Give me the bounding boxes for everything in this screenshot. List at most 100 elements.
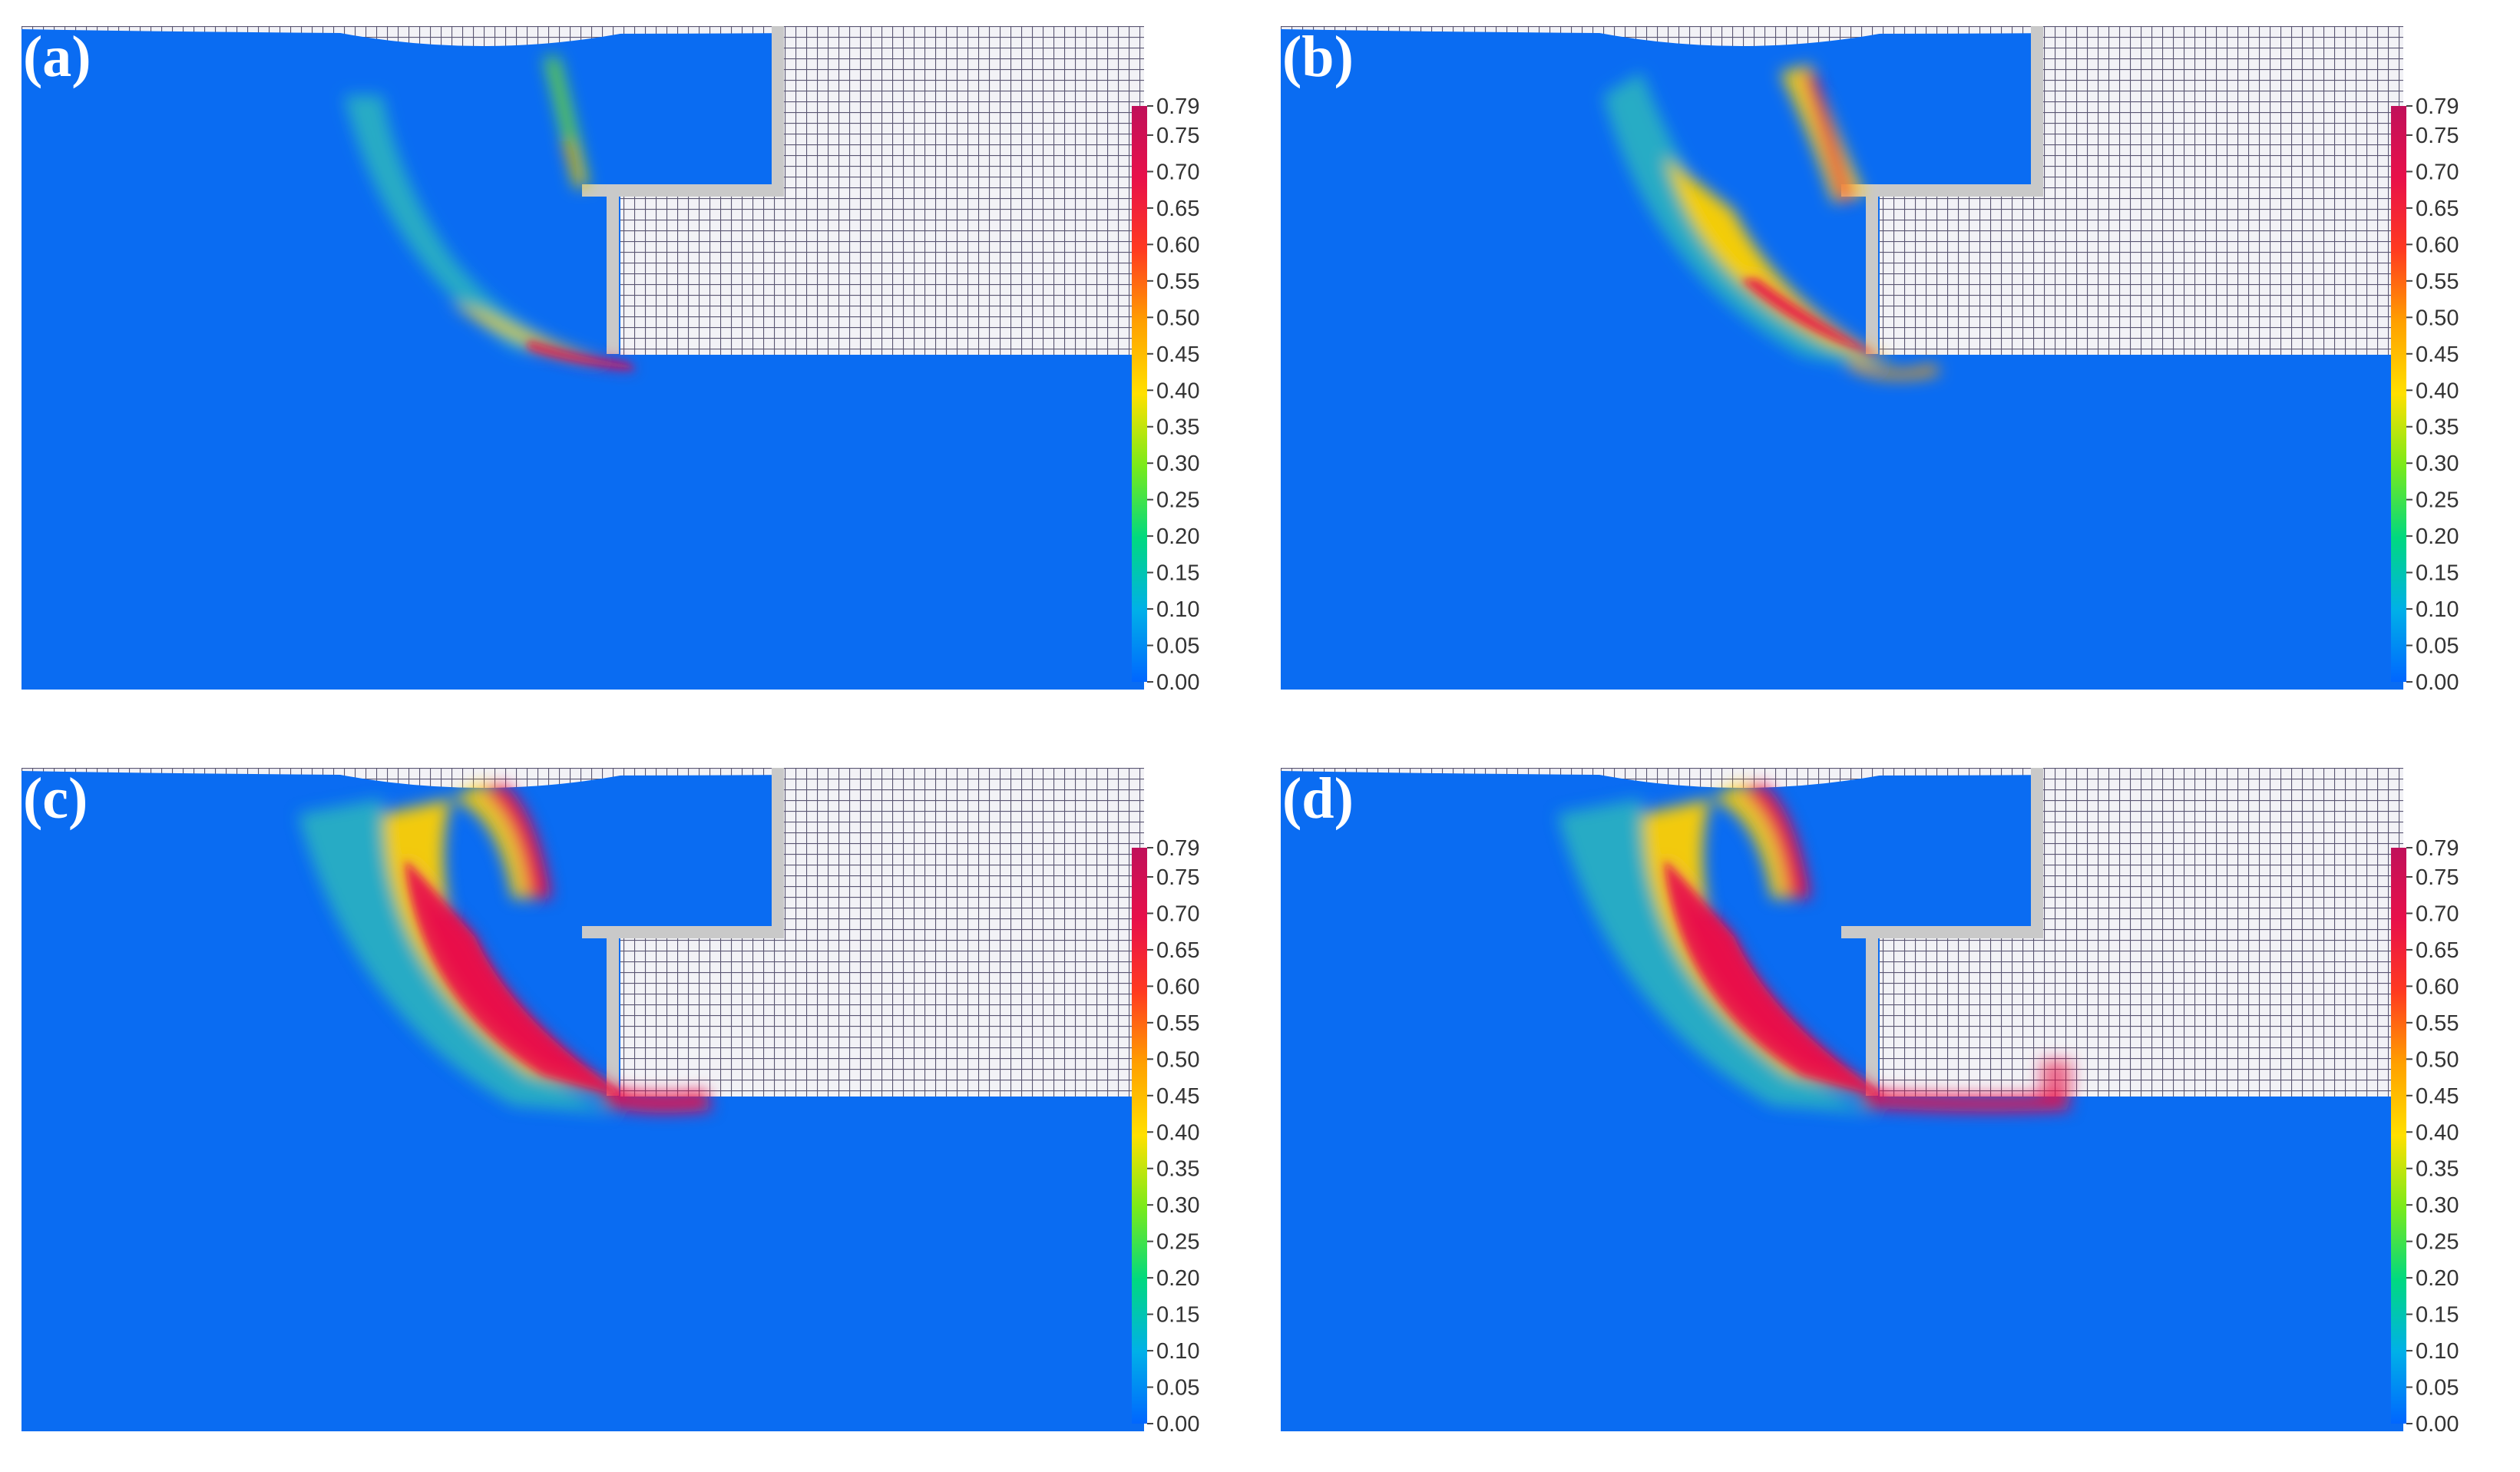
panel-d: (d) 0.79 0.75 0.70 0.65 0.60 0.55 0.50 0.45 0.40… — [1259, 742, 2518, 1472]
plume-core — [1741, 280, 1895, 364]
colorbar-a: 0.79 0.75 0.70 0.65 0.60 0.55 0.50 0.45 0.40 0.35… — [1132, 94, 1199, 690]
colorbar-tick-label: 0.40 — [1156, 379, 1199, 403]
colorbar-tick-label: 0.30 — [2416, 452, 2459, 476]
colorbar-tick-label: 0.55 — [2416, 270, 2459, 294]
colorbar-gradient — [2391, 848, 2406, 1424]
colorbar-tick-label: 0.15 — [2416, 1303, 2459, 1328]
colorbar-tick-label: 0.30 — [1156, 1193, 1199, 1218]
colorbar-tick-label: 0.79 — [1156, 94, 1199, 119]
colorbar-tick-label: 0.15 — [2416, 561, 2459, 586]
colorbar-tick-label: 0.40 — [2416, 379, 2459, 403]
colorbar-tick-label: 0.75 — [1156, 865, 1199, 890]
colorbar-tick-label: 0.35 — [2416, 1157, 2459, 1182]
colorbar-tick-label: 0.45 — [2416, 1084, 2459, 1109]
colorbar-tick-label: 0.20 — [1156, 524, 1199, 549]
colorbar-tick-label: 0.05 — [2416, 1376, 2459, 1401]
backfill-mesh — [620, 768, 1144, 1097]
colorbar-tick-label: 0.65 — [2416, 197, 2459, 221]
colorbar-d: 0.79 0.75 0.70 0.65 0.60 0.55 0.50 0.45 0.40 0.35… — [2391, 836, 2459, 1431]
colorbar-b: 0.79 0.75 0.70 0.65 0.60 0.55 0.50 0.45 0.40 0.35… — [2391, 94, 2459, 690]
colorbar-tick-label: 0.40 — [1156, 1120, 1199, 1145]
panel-a: (a) 0.79 0.75 0.70 0.65 0.60 0.55 0.50 0.45 0.40… — [0, 0, 1259, 730]
plume-core — [405, 860, 628, 1098]
scour-mesh — [1573, 28, 1910, 46]
retaining-wall — [1841, 768, 2043, 1096]
panel-label-d: (d) — [1282, 766, 1354, 831]
colorbar-tick-label: 0.55 — [1156, 270, 1199, 294]
colorbar-tick-label: 0.35 — [1156, 415, 1199, 440]
colorbar-tick-label: 0.10 — [1156, 1339, 1199, 1364]
colorbar-tick-label: 0.45 — [2416, 342, 2459, 367]
colorbar-tick-label: 0.65 — [1156, 938, 1199, 963]
colorbar-tick-label: 0.30 — [1156, 452, 1199, 476]
colorbar-tick-label: 0.05 — [1156, 1376, 1199, 1401]
colorbar-tick-label: 0.75 — [1156, 124, 1199, 148]
colorbar-tick-label: 0.55 — [2416, 1011, 2459, 1036]
scour-mesh — [313, 28, 651, 46]
colorbar-tick-label: 0.79 — [1156, 836, 1199, 861]
colorbar-tick-label: 0.75 — [2416, 124, 2459, 148]
colorbar-tick-label: 0.55 — [1156, 1011, 1199, 1036]
colorbar-tick-label: 0.25 — [1156, 488, 1199, 513]
colorbar-tick-label: 0.70 — [1156, 901, 1199, 926]
colorbar-tick-label: 0.70 — [2416, 901, 2459, 926]
retaining-wall — [1841, 26, 2043, 354]
backfill-mesh — [620, 26, 1144, 355]
colorbar-tick-label: 0.50 — [1156, 306, 1199, 330]
colorbar-tick-label: 0.45 — [1156, 342, 1199, 367]
retaining-wall — [582, 26, 784, 354]
colorbar-tick-label: 0.65 — [2416, 938, 2459, 963]
backfill-mesh — [1880, 768, 2403, 1097]
backfill-mesh — [1880, 26, 2403, 355]
plume-core — [528, 341, 636, 370]
panel-label-a: (a) — [23, 25, 91, 89]
colorbar-tick-label: 0.10 — [2416, 1339, 2459, 1364]
field-plot-d — [1281, 768, 2403, 1431]
colorbar-tick-label: 0.70 — [1156, 160, 1199, 184]
colorbar-tick-label: 0.50 — [1156, 1047, 1199, 1072]
colorbar-tick-label: 0.15 — [1156, 561, 1199, 586]
colorbar-tick-label: 0.20 — [2416, 524, 2459, 549]
colorbar-tick-label: 0.05 — [2416, 634, 2459, 659]
colorbar-tick-label: 0.79 — [2416, 836, 2459, 861]
field-plot-b — [1281, 26, 2403, 690]
colorbar-tick-label: 0.79 — [2416, 94, 2459, 119]
colorbar-tick-label: 0.10 — [2416, 597, 2459, 622]
colorbar-tick-label: 0.25 — [2416, 1230, 2459, 1255]
field-plot-c — [21, 768, 1144, 1431]
colorbar-tick-label: 0.60 — [1156, 233, 1199, 257]
colorbar-tick-label: 0.60 — [2416, 974, 2459, 999]
colorbar-tick-label: 0.45 — [1156, 1084, 1199, 1109]
colorbar-tick-label: 0.00 — [1156, 670, 1199, 690]
colorbar-tick-label: 0.00 — [1156, 1412, 1199, 1431]
scour-mesh — [1573, 769, 1910, 788]
panel-label-c: (c) — [23, 766, 88, 831]
colorbar-tick-label: 0.00 — [2416, 1412, 2459, 1431]
colorbar-tick-label: 0.40 — [2416, 1120, 2459, 1145]
colorbar-tick-label: 0.20 — [2416, 1266, 2459, 1291]
colorbar-tick-label: 0.65 — [1156, 197, 1199, 221]
colorbar-tick-label: 0.70 — [2416, 160, 2459, 184]
colorbar-tick-label: 0.25 — [1156, 1230, 1199, 1255]
colorbar-tick-label: 0.30 — [2416, 1193, 2459, 1218]
colorbar-tick-label: 0.05 — [1156, 634, 1199, 659]
colorbar-tick-label: 0.25 — [2416, 488, 2459, 513]
panel-label-b: (b) — [1282, 25, 1354, 89]
colorbar-tick-label: 0.20 — [1156, 1266, 1199, 1291]
panel-c: (c) 0.79 0.75 0.70 0.65 0.60 0.55 0.50 0.45 0.40… — [0, 742, 1259, 1472]
field-plot-a — [21, 26, 1144, 690]
colorbar-tick-label: 0.50 — [2416, 306, 2459, 330]
plume-core — [1665, 860, 1887, 1098]
panel-b: (b) 0.79 0.75 0.70 0.65 0.60 0.55 0.50 0.45 0.40… — [1259, 0, 2518, 730]
colorbar-tick-label: 0.35 — [1156, 1157, 1199, 1182]
colorbar-tick-label: 0.35 — [2416, 415, 2459, 440]
colorbar-tick-label: 0.60 — [1156, 974, 1199, 999]
retaining-wall — [582, 768, 784, 1096]
colorbar-tick-label: 0.50 — [2416, 1047, 2459, 1072]
colorbar-c: 0.79 0.75 0.70 0.65 0.60 0.55 0.50 0.45 0.40 0.35… — [1132, 836, 1199, 1431]
colorbar-gradient — [1132, 848, 1147, 1424]
colorbar-gradient — [2391, 106, 2406, 682]
colorbar-tick-label: 0.10 — [1156, 597, 1199, 622]
colorbar-tick-label: 0.00 — [2416, 670, 2459, 690]
colorbar-gradient — [1132, 106, 1147, 682]
